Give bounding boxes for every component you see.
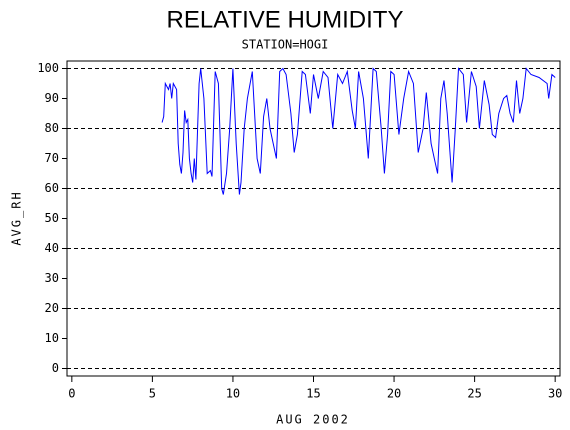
y-tick-label: 100 (37, 61, 59, 75)
y-tick-label: 60 (45, 181, 59, 195)
x-tick-label: 20 (387, 387, 401, 401)
y-tick-label: 90 (45, 91, 59, 105)
y-tick-label: 70 (45, 151, 59, 165)
y-tick-label: 0 (52, 361, 59, 375)
y-tick-label: 30 (45, 271, 59, 285)
y-tick-label: 50 (45, 211, 59, 225)
x-tick-label: 10 (226, 387, 240, 401)
chart-subtitle: STATION=HOGI (242, 38, 329, 52)
data-line (161, 67, 556, 195)
chart-title: RELATIVE HUMIDITY (167, 6, 404, 33)
plot-frame (66, 60, 561, 377)
y-axis-label: AVG_RH (10, 190, 24, 245)
y-tick-label: 80 (45, 121, 59, 135)
y-tick-label: 10 (45, 331, 59, 345)
x-tick-label: 30 (548, 387, 562, 401)
x-tick-label: 25 (467, 387, 481, 401)
y-tick-label: 20 (45, 301, 59, 315)
x-tick-label: 5 (149, 387, 156, 401)
x-axis-label: AUG 2002 (276, 413, 350, 427)
x-tick-label: 15 (306, 387, 320, 401)
x-tick-label: 0 (68, 387, 75, 401)
y-tick-label: 40 (45, 241, 59, 255)
